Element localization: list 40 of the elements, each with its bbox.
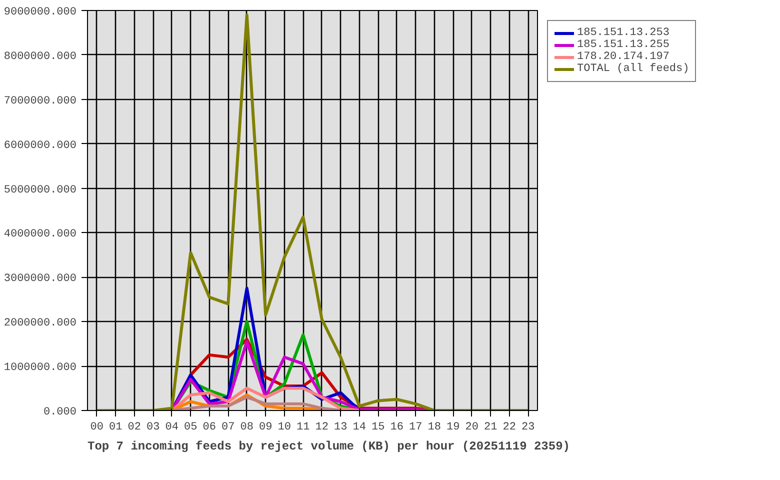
y-tick-label: 9000000.000 [4, 6, 77, 18]
x-tick-label: 18 [428, 422, 441, 434]
y-tick-label: 4000000.000 [4, 228, 77, 241]
x-tick-label: 21 [484, 422, 498, 434]
x-tick-label: 23 [522, 422, 535, 434]
x-tick-label: 14 [352, 422, 366, 434]
x-tick-label: 05 [184, 422, 198, 434]
legend-label: 178.20.174.197 [577, 51, 670, 63]
x-tick-label: 12 [315, 422, 328, 434]
x-tick-label: 10 [278, 422, 291, 434]
x-tick-label: 19 [446, 422, 460, 434]
y-tick-label: 2000000.000 [4, 318, 77, 330]
text: Top 7 incoming feeds by reject volume (KB) per hour (20251119 2359) [88, 440, 570, 454]
legend-label: TOTAL (all feeds) [577, 63, 690, 75]
x-tick-label: 17 [409, 422, 422, 434]
x-tick-label: 01 [109, 422, 123, 434]
legend-label: 185.151.13.253 [577, 27, 670, 39]
x-tick-label: 09 [259, 422, 272, 434]
x-tick-label: 06 [202, 422, 216, 434]
y-tick-label: 1000000.000 [4, 362, 77, 374]
x-tick-label: 00 [90, 422, 104, 434]
y-tick-label: 8000000.000 [4, 50, 77, 63]
x-tick-label: 07 [222, 422, 235, 434]
x-tick-label: 13 [334, 422, 348, 434]
x-tick-label: 08 [240, 422, 254, 434]
x-tick-label: 03 [146, 422, 160, 434]
y-tick-label: 6000000.000 [4, 140, 77, 152]
y-tick-label: 0.000 [43, 406, 77, 418]
x-tick-label: 16 [390, 422, 404, 434]
y-tick-label: 3000000.000 [4, 273, 77, 286]
x-tick-label: 20 [465, 422, 478, 434]
x-tick-label: 11 [296, 422, 310, 434]
x-tick-label: 15 [372, 422, 385, 434]
x-tick-label: 02 [128, 422, 141, 434]
x-tick-label: 22 [502, 422, 516, 434]
line-series [95, 13, 530, 410]
y-tick-label: 5000000.000 [4, 184, 77, 196]
y-tick-label: 7000000.000 [4, 95, 77, 108]
x-tick-label: 04 [165, 422, 179, 434]
legend-label: 185.151.13.255 [577, 39, 670, 51]
